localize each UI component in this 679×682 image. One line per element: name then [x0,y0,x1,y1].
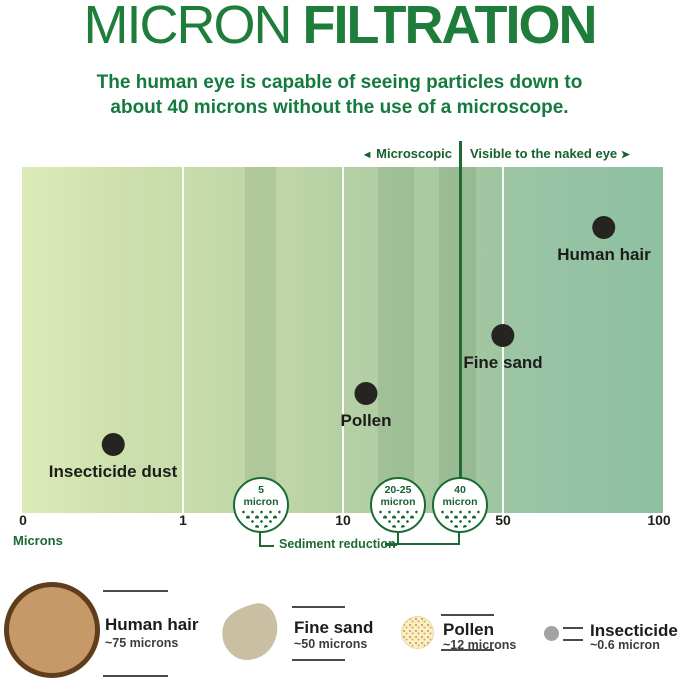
zone-microscopic-text: Microscopic [376,146,452,161]
title-word-micron: MICRON [83,0,293,55]
filter-circle-5-micron: 5 micron [233,477,289,533]
pollen-size-line-bottom [441,649,494,651]
filter-5-text: 5 micron [235,484,287,509]
marker-human-hair: Human hair [557,216,651,265]
sediment-reduction-label: Sediment reduction [279,537,396,551]
legend-fine-sand-icon [216,601,290,667]
pollen-label: Pollen [340,411,392,430]
legend-human-hair-icon [4,582,100,678]
legend-fine-sand-size: ~50 microns [294,637,368,651]
left-arrow-icon: ◄ [361,149,373,161]
legend-insecticide-name: Insecticide dust [590,621,679,640]
legend-fine-sand-name: Fine sand [294,618,374,637]
filter-20-25-size: 20-25 [384,484,412,496]
fine-sand-dot [491,324,515,347]
legend-insecticide-size: ~0.6 micron [590,638,660,652]
legend-human-hair-size: ~75 microns [105,636,179,650]
filter-40-unit: micron [442,495,478,508]
sediment-bracket-right [397,530,460,545]
insecticide-size-line-bottom [563,639,583,641]
filter-40-text: 40 micron [434,484,486,509]
sediment-dots-pattern [241,509,281,528]
sediment-dots-pattern [378,509,418,528]
legend-pollen-name: Pollen [443,620,495,639]
filter-5-unit: micron [243,495,279,508]
filter-40-size: 40 [454,484,466,496]
subtitle: The human eye is capable of seeing parti… [0,70,679,120]
marker-fine-sand: Fine sand [463,324,543,373]
filter-5-size: 5 [258,484,264,496]
filter-band-20-25-micron [378,167,414,513]
legend-pollen-icon [401,616,434,649]
zone-label-visible: Visible to the naked eye ➤ [470,146,630,161]
subtitle-line-2: about 40 microns without the use of a mi… [110,97,569,119]
insecticide-dust-dot [101,433,125,456]
filter-circle-40-micron: 40 micron [432,477,488,533]
legend-human-hair-name: Human hair [105,615,199,634]
page-title: MICRON FILTRATION [0,0,679,56]
fine-sand-label: Fine sand [463,353,543,372]
axis-tick-1: 1 [179,512,187,528]
legend-insecticide-dust-icon [544,626,559,641]
visibility-divider-line-40-micron [459,141,462,513]
marker-pollen: Pollen [340,382,392,431]
insecticide-dust-label: Insecticide dust [48,462,178,481]
fine-sand-size-line-bottom [292,659,345,661]
axis-tick-50: 50 [495,512,511,528]
filter-circle-20-25-micron: 20-25 micron [370,477,426,533]
zone-label-microscopic: ◄ Microscopic [362,146,452,161]
filter-20-25-unit: micron [380,495,416,508]
pollen-size-line-top [441,614,494,616]
insecticide-size-line-top [563,627,583,629]
human-hair-label: Human hair [557,245,651,264]
legend-pollen-size: ~12 microns [443,638,517,652]
right-arrow-icon: ➤ [620,149,630,161]
gridline-10-micron [342,167,344,513]
filter-band-40-micron [439,167,476,513]
pollen-dot [354,382,378,405]
subtitle-line-1: The human eye is capable of seeing parti… [96,72,583,93]
human-hair-size-line-top [103,590,168,592]
filter-20-25-text: 20-25 micron [372,484,424,509]
sediment-dots-pattern [440,509,480,528]
axis-tick-0: 0 [19,512,27,528]
sediment-bracket-left [259,530,274,547]
sediment-bracket-dash [385,543,397,546]
axis-label-microns: Microns [13,533,63,548]
filter-band-5-micron [245,167,276,513]
gridline-1-micron [182,167,184,513]
axis-tick-10: 10 [335,512,351,528]
human-hair-size-line-bottom [103,675,168,677]
human-hair-dot [592,216,616,239]
fine-sand-size-line-top [292,606,345,608]
zone-visible-text: Visible to the naked eye [470,146,618,161]
marker-insecticide-dust: Insecticide dust [49,433,177,482]
axis-tick-100: 100 [647,512,671,528]
title-word-filtration: FILTRATION [302,0,598,55]
